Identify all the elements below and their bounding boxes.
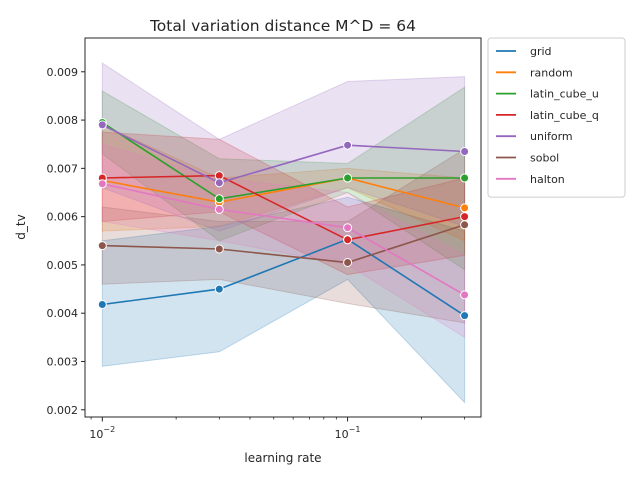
- legend-frame: [487, 37, 626, 198]
- data-point-grid-1: [214, 284, 224, 294]
- series-band-random: [101, 124, 466, 242]
- legend-label-sobol: sobol: [530, 152, 559, 165]
- y-tick-label: 0.004: [47, 307, 79, 320]
- series-band-sobol: [101, 148, 466, 324]
- x-tick-label: 10−2: [89, 425, 115, 441]
- x-tick-label: 10−1: [335, 425, 361, 441]
- chart-title: Total variation distance M^D = 64: [149, 17, 416, 35]
- legend-label-random: random: [530, 66, 573, 79]
- legend-label-uniform: uniform: [530, 130, 573, 143]
- legend: grid random latin_cube_u latin_cube_qunifor…: [487, 37, 626, 198]
- y-tick-label: 0.006: [47, 211, 79, 224]
- data-point-grid-3: [460, 311, 470, 321]
- data-point-random-3: [460, 203, 470, 213]
- data-point-sobol-2: [343, 258, 353, 267]
- legend-label-halton: halton: [530, 173, 565, 186]
- data-point-grid-0: [97, 300, 107, 309]
- series-band-latin_cube_q: [101, 131, 466, 276]
- y-tick-label: 0.007: [47, 162, 79, 175]
- y-tick-label: 0.002: [47, 404, 79, 417]
- data-point-uniform-0: [97, 120, 107, 130]
- data-point-sobol-3: [460, 220, 470, 230]
- series-line-latin_cube_u: [101, 121, 465, 200]
- legend-label-latin_cube_u: latin_cube_u: [530, 88, 599, 101]
- series-line-grid: [102, 238, 466, 317]
- series-line-sobol: [102, 224, 465, 264]
- x-axis-label: learning rate: [244, 451, 321, 465]
- data-point-latin_cube_u-1: [214, 194, 224, 204]
- y-tick-label: 0.003: [47, 355, 79, 368]
- y-tick-label: 0.009: [47, 66, 79, 79]
- data-point-latin_cube_u-2: [343, 173, 353, 183]
- series-band-halton: [101, 143, 466, 339]
- series-line-uniform: [101, 124, 465, 184]
- y-tick-label: 0.008: [47, 114, 79, 127]
- plot-frame: [84, 37, 482, 418]
- legend-label-grid: grid: [530, 45, 552, 58]
- data-point-halton-2: [343, 223, 353, 233]
- data-point-halton-1: [214, 204, 224, 214]
- data-point-latin_cube_q-3: [460, 212, 470, 222]
- data-point-halton-3: [460, 290, 470, 300]
- series-line-random: [102, 177, 465, 209]
- series-line-halton: [102, 183, 465, 296]
- data-point-latin_cube_q-2: [343, 235, 353, 245]
- data-point-latin_cube_u-3: [460, 173, 470, 183]
- series-band-latin_cube_u: [101, 86, 466, 271]
- data-point-uniform-3: [460, 147, 470, 156]
- legend-label-latin_cube_q: latin_cube_q: [530, 109, 599, 122]
- series-line-latin_cube_q: [102, 174, 465, 241]
- y-axis-label: d_tv: [14, 214, 28, 239]
- data-point-sobol-1: [214, 244, 224, 254]
- data-point-halton-0: [97, 179, 107, 189]
- data-point-uniform-2: [343, 140, 353, 150]
- data-point-uniform-1: [214, 178, 224, 188]
- plot-area: [85, 38, 481, 417]
- data-point-sobol-0: [97, 241, 107, 251]
- y-tick-label: 0.005: [47, 259, 79, 272]
